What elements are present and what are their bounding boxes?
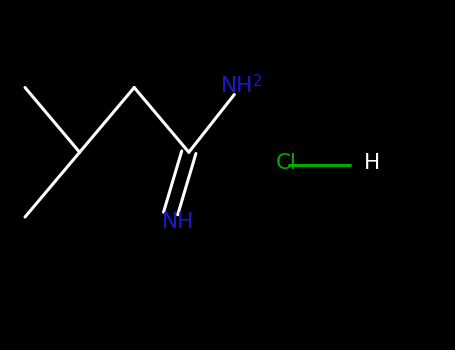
Text: NH: NH <box>221 76 253 96</box>
Text: NH: NH <box>162 212 194 232</box>
Text: 2: 2 <box>253 74 262 89</box>
Text: H: H <box>364 153 380 173</box>
Text: Cl: Cl <box>275 153 296 173</box>
